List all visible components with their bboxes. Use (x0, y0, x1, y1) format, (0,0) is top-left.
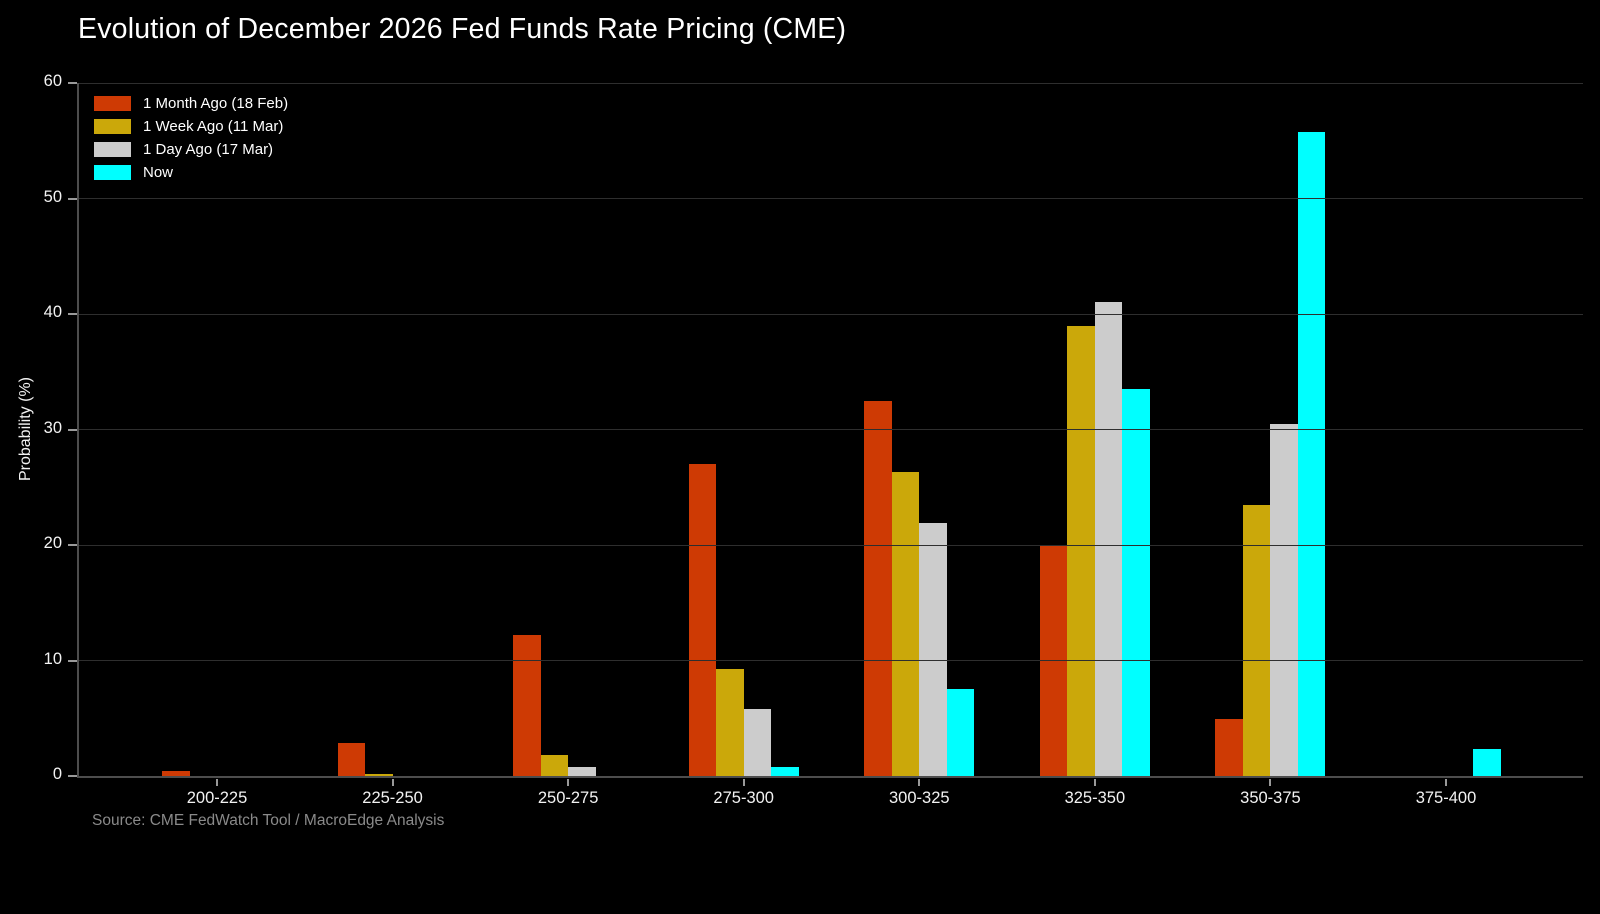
bar-275-300-s2 (743, 709, 772, 776)
gridline-60 (78, 82, 1583, 84)
x-tick-label: 375-400 (1415, 789, 1477, 807)
source-caption: Source: CME FedWatch Tool / MacroEdge An… (92, 812, 445, 829)
legend-swatch (94, 142, 131, 157)
legend: 1 Month Ago (18 Feb) 1 Week Ago (11 Mar) 1… (94, 92, 288, 184)
legend-item-1: 1 Week Ago (11 Mar) (94, 115, 288, 138)
legend-swatch (94, 119, 131, 134)
x-tick-mark (567, 779, 570, 786)
bar-350-375-s0 (1215, 719, 1243, 776)
x-tick-label: 350-375 (1240, 789, 1301, 807)
legend-swatch (94, 165, 131, 180)
bar-275-300-s1 (716, 668, 744, 776)
x-tick-label: 275-300 (713, 789, 774, 807)
x-tick-mark (742, 779, 745, 786)
x-tick-label: 200-225 (186, 789, 248, 807)
y-tick-label: 10 (43, 649, 62, 668)
gridline-20 (78, 544, 1583, 546)
chart-title: Evolution of December 2026 Fed Funds Rat… (78, 13, 847, 45)
bar-300-325-s1 (891, 472, 920, 776)
x-tick-mark (1093, 779, 1096, 786)
legend-label: 1 Month Ago (18 Feb) (143, 95, 289, 112)
legend-label: 1 Week Ago (11 Mar) (143, 118, 284, 135)
y-tick-mark (68, 197, 77, 200)
legend-item-3: Now (94, 161, 288, 184)
bar-350-375-s3 (1297, 131, 1326, 776)
bar-250-275-s1 (540, 755, 569, 776)
y-tick-mark (68, 313, 77, 315)
y-tick-mark (68, 659, 77, 662)
bar-225-250-s1 (365, 773, 393, 776)
y-tick-mark (68, 544, 77, 546)
legend-item-2: 1 Day Ago (17 Mar) (94, 138, 288, 161)
x-tick-mark (1444, 779, 1447, 786)
bar-300-325-s3 (946, 689, 975, 776)
bar-375-400-s3 (1473, 749, 1501, 776)
bar-325-350-s2 (1094, 302, 1123, 776)
legend-label: 1 Day Ago (17 Mar) (143, 141, 274, 158)
legend-label: Now (143, 164, 174, 181)
bar-250-275-s2 (568, 766, 596, 776)
gridline-10 (78, 660, 1583, 661)
x-tick-label: 225-250 (362, 789, 423, 807)
y-tick-label: 50 (43, 187, 62, 206)
bar-225-250-s0 (337, 742, 366, 776)
x-tick-label: 250-275 (537, 789, 599, 807)
bar-300-325-s0 (864, 400, 892, 776)
bar-350-375-s2 (1270, 423, 1298, 776)
y-tick-mark (68, 428, 77, 431)
x-tick-mark (216, 779, 218, 786)
y-tick-mark (68, 82, 77, 84)
x-axis-line (77, 776, 1583, 778)
gridline-50 (78, 198, 1583, 199)
x-tick-mark (918, 779, 921, 786)
y-tick-mark (68, 775, 77, 777)
x-tick-label: 300-325 (889, 789, 950, 807)
x-tick-mark (1269, 779, 1272, 786)
y-tick-label: 30 (43, 418, 62, 437)
bar-275-300-s0 (688, 464, 717, 776)
y-tick-label: 40 (43, 303, 62, 321)
bar-275-300-s3 (771, 766, 799, 776)
bar-200-225-s0 (162, 771, 190, 776)
bar-325-350-s1 (1067, 325, 1095, 776)
bar-325-350-s3 (1122, 389, 1150, 776)
y-tick-label: 60 (43, 72, 62, 90)
bar-250-275-s0 (513, 635, 541, 776)
x-tick-label: 325-350 (1064, 789, 1126, 807)
legend-item-0: 1 Month Ago (18 Feb) (94, 92, 288, 115)
y-tick-label: 20 (43, 534, 62, 552)
bar-300-325-s2 (919, 523, 947, 776)
y-axis-line (77, 83, 79, 778)
y-tick-label: 0 (52, 765, 62, 783)
legend-swatch (94, 96, 131, 111)
gridline-40 (78, 313, 1583, 315)
plot-area: 1 Month Ago (18 Feb) 1 Week Ago (11 Mar) 1… (44, 72, 1583, 807)
gridline-30 (78, 429, 1583, 430)
x-tick-mark (391, 779, 394, 786)
bar-350-375-s1 (1242, 504, 1271, 776)
